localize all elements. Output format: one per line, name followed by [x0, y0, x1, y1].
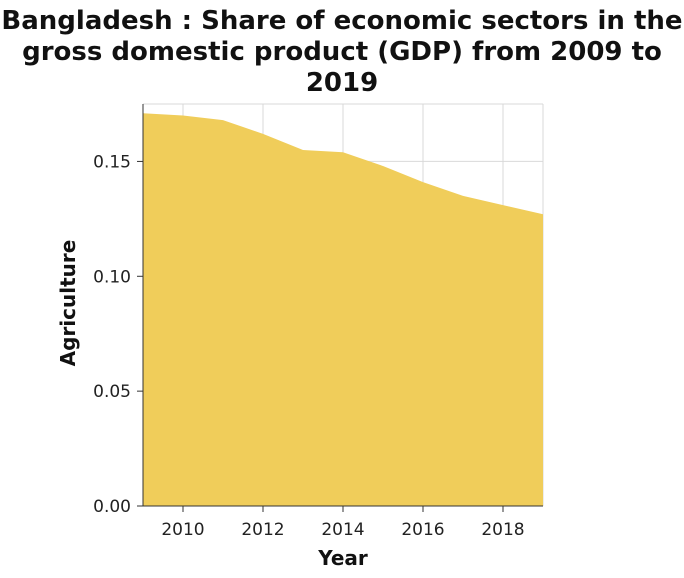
tick-labels: 2010 2012 2014 2016 2018 0.00 0.05 0.10 0.15 [93, 152, 524, 540]
x-tick-label: 2016 [401, 520, 444, 540]
area-fill [143, 113, 543, 506]
x-axis-label: Year [317, 546, 368, 570]
x-tick-label: 2010 [161, 520, 204, 540]
x-tick-label: 2018 [481, 520, 524, 540]
y-tick-label: 0.00 [93, 497, 131, 517]
y-tick-label: 0.10 [93, 267, 131, 287]
y-tick-label: 0.05 [93, 382, 131, 402]
x-tick-label: 2014 [321, 520, 364, 540]
y-axis-label: Agriculture [56, 240, 80, 367]
chart-title: Bangladesh : Share of economic sectors i… [1, 6, 683, 98]
x-tick-label: 2012 [241, 520, 284, 540]
axes [137, 104, 543, 512]
area-series [142, 113, 544, 506]
y-tick-label: 0.15 [93, 152, 131, 172]
